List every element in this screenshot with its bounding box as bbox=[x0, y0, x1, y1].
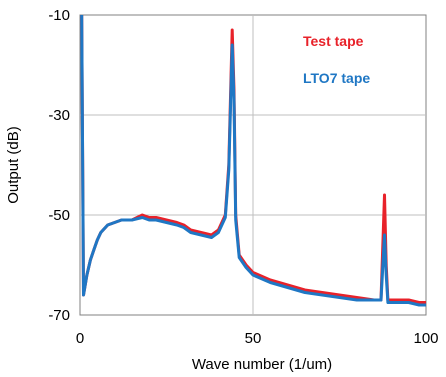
x-tick-label: 50 bbox=[245, 330, 262, 347]
y-tick-label: -10 bbox=[48, 7, 70, 24]
x-tick-label: 100 bbox=[413, 330, 438, 347]
legend-lto7-tape: LTO7 tape bbox=[303, 70, 370, 86]
legend-test-tape: Test tape bbox=[303, 33, 364, 49]
x-axis-label: Wave number (1/um) bbox=[192, 356, 332, 373]
x-tick-label: 0 bbox=[76, 330, 84, 347]
y-tick-label: -50 bbox=[48, 207, 70, 224]
x-ticks: 0 50 100 bbox=[76, 330, 439, 347]
y-axis-label: Output (dB) bbox=[5, 126, 22, 204]
y-ticks: -10 -30 -50 -70 bbox=[48, 7, 70, 324]
series-lto7-tape-line bbox=[80, 14, 426, 307]
y-tick-label: -30 bbox=[48, 107, 70, 124]
grid bbox=[80, 15, 426, 315]
series-group bbox=[80, 14, 426, 307]
y-tick-label: -70 bbox=[48, 307, 70, 324]
